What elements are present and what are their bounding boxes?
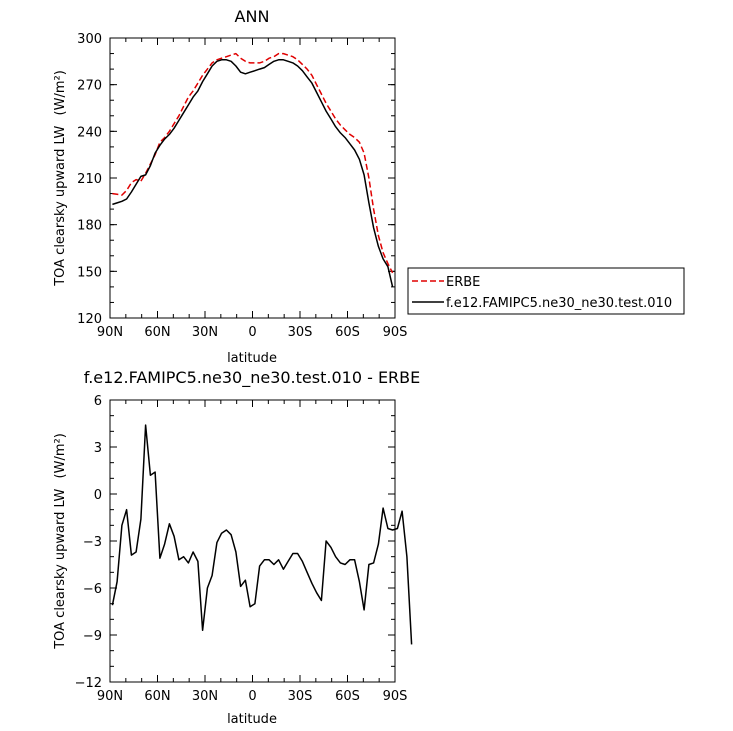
bottom-plot-frame bbox=[109, 399, 396, 683]
top-y-axis-label-text: TOA clearsky upward LW bbox=[53, 125, 68, 286]
x-tick-label: 60S bbox=[335, 325, 360, 340]
top-axes-ticks: 90N 60N 30N 0 30S 60S 90S 120 150 180 210 240 270 300 bbox=[77, 32, 407, 340]
y-tick-label: 240 bbox=[77, 125, 102, 140]
x-tick-label: 90N bbox=[97, 325, 123, 340]
top-panel: ANN 90N 60N 30N 0 30S 60S 90S 120 150 180 210 240 27… bbox=[53, 7, 685, 366]
bottom-y-axis-label-text: TOA clearsky upward LW bbox=[53, 488, 68, 649]
top-chart-title: ANN bbox=[235, 7, 270, 26]
top-series-lines bbox=[112, 52, 394, 288]
bottom-y-axis-label: TOA clearsky upward LW (W/m²) bbox=[53, 433, 68, 650]
y-tick-label: −12 bbox=[75, 676, 102, 691]
x-tick-label: 90N bbox=[97, 689, 123, 704]
y-tick-label: 6 bbox=[94, 394, 102, 409]
legend-box bbox=[407, 267, 685, 315]
y-tick-label: 150 bbox=[77, 265, 102, 280]
y-tick-label: 120 bbox=[77, 312, 102, 327]
top-x-axis-label: latitude bbox=[227, 351, 277, 366]
x-tick-label: 60S bbox=[335, 689, 360, 704]
x-tick-label: 30N bbox=[192, 325, 218, 340]
y-tick-label: −6 bbox=[83, 582, 102, 597]
top-y-axis-units: (W/m²) bbox=[53, 70, 68, 115]
bottom-x-axis-label: latitude bbox=[227, 712, 277, 727]
x-tick-label: 60N bbox=[144, 689, 170, 704]
x-tick-label: 30S bbox=[288, 689, 313, 704]
bottom-series-lines bbox=[111, 424, 413, 645]
y-tick-label: 180 bbox=[77, 219, 102, 234]
y-tick-label: 3 bbox=[94, 441, 102, 456]
x-tick-label: 90S bbox=[383, 689, 408, 704]
y-tick-label: 270 bbox=[77, 79, 102, 94]
x-tick-label: 60N bbox=[144, 325, 170, 340]
x-tick-label: 0 bbox=[248, 689, 256, 704]
bottom-chart-title: f.e12.FAMIPC5.ne30_ne30.test.010 - ERBE bbox=[84, 368, 421, 388]
y-tick-label: −3 bbox=[83, 535, 102, 550]
y-tick-label: −9 bbox=[83, 629, 102, 644]
legend: ERBE f.e12.FAMIPC5.ne30_ne30.test.010 bbox=[407, 267, 685, 315]
x-tick-label: 0 bbox=[248, 325, 256, 340]
top-plot-frame bbox=[109, 37, 396, 319]
x-tick-label: 30S bbox=[288, 325, 313, 340]
series-line-erbe bbox=[112, 52, 394, 274]
y-tick-label: 300 bbox=[77, 32, 102, 47]
y-tick-label: 210 bbox=[77, 172, 102, 187]
legend-label-erbe: ERBE bbox=[446, 275, 480, 290]
series-line-difference bbox=[111, 424, 413, 645]
bottom-axes-ticks: 90N 60N 30N 0 30S 60S 90S −12 −9 −6 −3 0 3 6 bbox=[75, 394, 408, 704]
y-tick-label: 0 bbox=[94, 488, 102, 503]
legend-label-model: f.e12.FAMIPC5.ne30_ne30.test.010 bbox=[446, 296, 672, 311]
x-tick-label: 30N bbox=[192, 689, 218, 704]
top-y-axis-label: TOA clearsky upward LW (W/m²) bbox=[53, 70, 68, 287]
x-tick-label: 90S bbox=[383, 325, 408, 340]
bottom-panel: f.e12.FAMIPC5.ne30_ne30.test.010 - ERBE … bbox=[53, 368, 420, 727]
bottom-y-axis-units: (W/m²) bbox=[53, 433, 68, 478]
series-line-model bbox=[112, 59, 394, 288]
